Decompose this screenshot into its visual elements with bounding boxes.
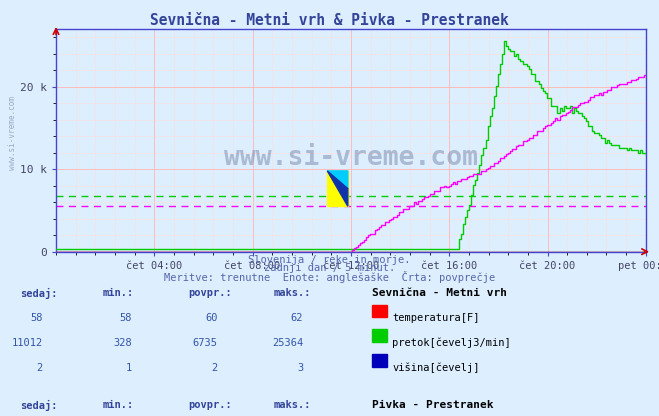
- Bar: [328, 171, 348, 206]
- Polygon shape: [328, 171, 348, 206]
- Text: min.:: min.:: [102, 400, 133, 410]
- Text: 58: 58: [119, 313, 132, 323]
- Text: 1: 1: [126, 363, 132, 373]
- Text: maks.:: maks.:: [273, 400, 311, 410]
- Text: 25364: 25364: [272, 338, 303, 348]
- Text: 60: 60: [205, 313, 217, 323]
- Text: Pivka - Prestranek: Pivka - Prestranek: [372, 400, 494, 410]
- Text: temperatura[F]: temperatura[F]: [392, 313, 480, 323]
- Text: zadnji dan / 5 minut.: zadnji dan / 5 minut.: [264, 263, 395, 273]
- Text: povpr.:: povpr.:: [188, 400, 231, 410]
- Text: sedaj:: sedaj:: [20, 288, 57, 299]
- Text: Sevnična - Metni vrh: Sevnična - Metni vrh: [372, 288, 507, 298]
- Text: 328: 328: [113, 338, 132, 348]
- Text: www.si-vreme.com: www.si-vreme.com: [224, 145, 478, 171]
- Text: 62: 62: [291, 313, 303, 323]
- Text: min.:: min.:: [102, 288, 133, 298]
- Text: Slovenija / reke in morje.: Slovenija / reke in morje.: [248, 255, 411, 265]
- Text: 11012: 11012: [12, 338, 43, 348]
- Text: pretok[čevelj3/min]: pretok[čevelj3/min]: [392, 338, 511, 348]
- Text: 3: 3: [297, 363, 303, 373]
- Text: 6735: 6735: [192, 338, 217, 348]
- Text: sedaj:: sedaj:: [20, 400, 57, 411]
- Text: 58: 58: [30, 313, 43, 323]
- Text: višina[čevelj]: višina[čevelj]: [392, 363, 480, 373]
- Text: maks.:: maks.:: [273, 288, 311, 298]
- Text: povpr.:: povpr.:: [188, 288, 231, 298]
- Text: Meritve: trenutne  Enote: anglešaške  Črta: povprečje: Meritve: trenutne Enote: anglešaške Črta…: [164, 271, 495, 283]
- Text: www.si-vreme.com: www.si-vreme.com: [8, 96, 17, 170]
- Polygon shape: [328, 171, 348, 188]
- Text: Sevnična - Metni vrh & Pivka - Prestranek: Sevnična - Metni vrh & Pivka - Prestrane…: [150, 13, 509, 28]
- Text: 2: 2: [212, 363, 217, 373]
- Text: 2: 2: [37, 363, 43, 373]
